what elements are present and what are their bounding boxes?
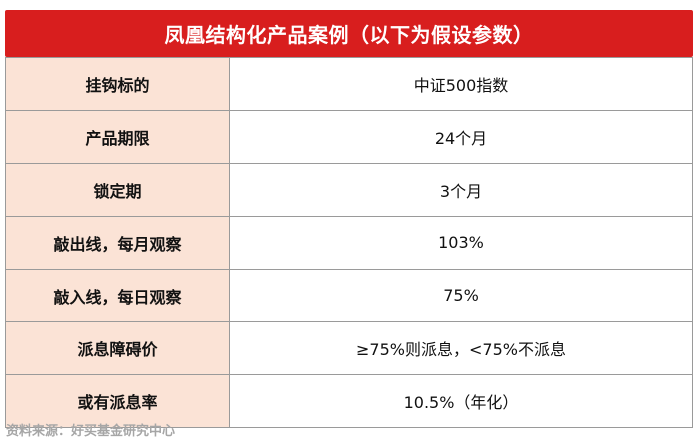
row-value-lockup: 3个月 [229, 162, 693, 217]
row-value-underlying: 中证500指数 [229, 57, 693, 111]
row-label-coupon-rate: 或有派息率 [5, 374, 230, 429]
table-row: 敲入线，每日观察 75% [5, 268, 693, 323]
row-label-knock-out: 敲出线，每月观察 [5, 215, 230, 270]
table-row: 锁定期 3个月 [5, 162, 693, 217]
row-value-knock-out: 103% [229, 215, 693, 270]
table-row: 派息障碍价 ≥75%则派息，<75%不派息 [5, 321, 693, 376]
table-row: 敲出线，每月观察 103% [5, 215, 693, 270]
row-label-knock-in: 敲入线，每日观察 [5, 268, 230, 323]
product-table-card: 凤凰结构化产品案例（以下为假设参数） 挂钩标的 中证500指数 产品期限 24个… [5, 10, 693, 429]
table-row: 或有派息率 10.5%（年化） [5, 374, 693, 429]
row-value-knock-in: 75% [229, 268, 693, 323]
table-row: 产品期限 24个月 [5, 109, 693, 164]
row-value-coupon-barrier: ≥75%则派息，<75%不派息 [229, 321, 693, 376]
row-label-term: 产品期限 [5, 109, 230, 164]
row-label-lockup: 锁定期 [5, 162, 230, 217]
row-label-coupon-barrier: 派息障碍价 [5, 321, 230, 376]
row-value-term: 24个月 [229, 109, 693, 164]
row-value-coupon-rate: 10.5%（年化） [229, 374, 693, 429]
parameters-table: 挂钩标的 中证500指数 产品期限 24个月 锁定期 3个月 敲出线，每月观察 … [5, 57, 693, 429]
row-label-underlying: 挂钩标的 [5, 57, 230, 111]
table-title: 凤凰结构化产品案例（以下为假设参数） [164, 23, 534, 47]
title-bar: 凤凰结构化产品案例（以下为假设参数） [5, 10, 693, 57]
table-row: 挂钩标的 中证500指数 [5, 57, 693, 111]
source-note: 资料来源：好买基金研究中心 [6, 424, 176, 439]
